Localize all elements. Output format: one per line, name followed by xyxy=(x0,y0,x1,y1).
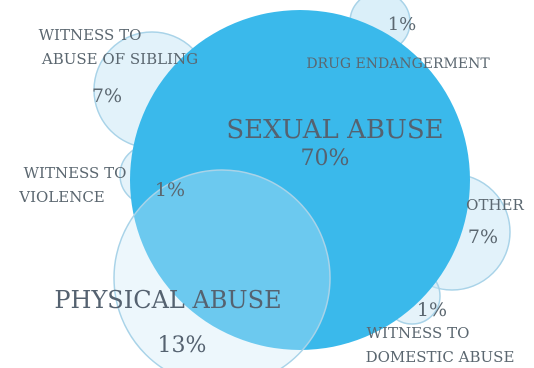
label-witness-to-domestic-abuse-line-2: DOMESTIC ABUSE xyxy=(366,348,515,366)
label-physical-abuse: PHYSICAL ABUSE xyxy=(54,286,281,314)
value-label-witness-to-abuse-of-sibling: 7% xyxy=(92,85,122,107)
value-label-witness-to-violence: 1% xyxy=(155,179,185,201)
bubble-physical-abuse xyxy=(113,169,331,368)
value-label-other: 7% xyxy=(468,226,498,248)
label-witness-to-abuse-of-sibling-line-2: ABUSE OF SIBLING xyxy=(41,50,198,68)
label-drug-endangerment: DRUG ENDANGERMENT xyxy=(306,56,490,72)
label-witness-to-violence-line-1: WITNESS TO xyxy=(24,164,127,182)
bubble-sexual-abuse xyxy=(130,10,470,350)
label-other: OTHER xyxy=(466,196,524,214)
label-witness-to-domestic-abuse-line-1: WITNESS TO xyxy=(367,324,470,342)
label-witness-to-violence-line-2: VIOLENCE xyxy=(18,188,105,206)
value-label-drug-endangerment: 1% xyxy=(388,14,417,35)
label-sexual-abuse: SEXUAL ABUSE xyxy=(226,115,443,145)
value-label-witness-to-domestic-abuse: 1% xyxy=(417,299,447,321)
label-witness-to-abuse-of-sibling-line-1: WITNESS TO xyxy=(39,26,142,44)
value-label-sexual-abuse: 70% xyxy=(301,146,350,171)
value-label-physical-abuse: 13% xyxy=(158,333,207,358)
